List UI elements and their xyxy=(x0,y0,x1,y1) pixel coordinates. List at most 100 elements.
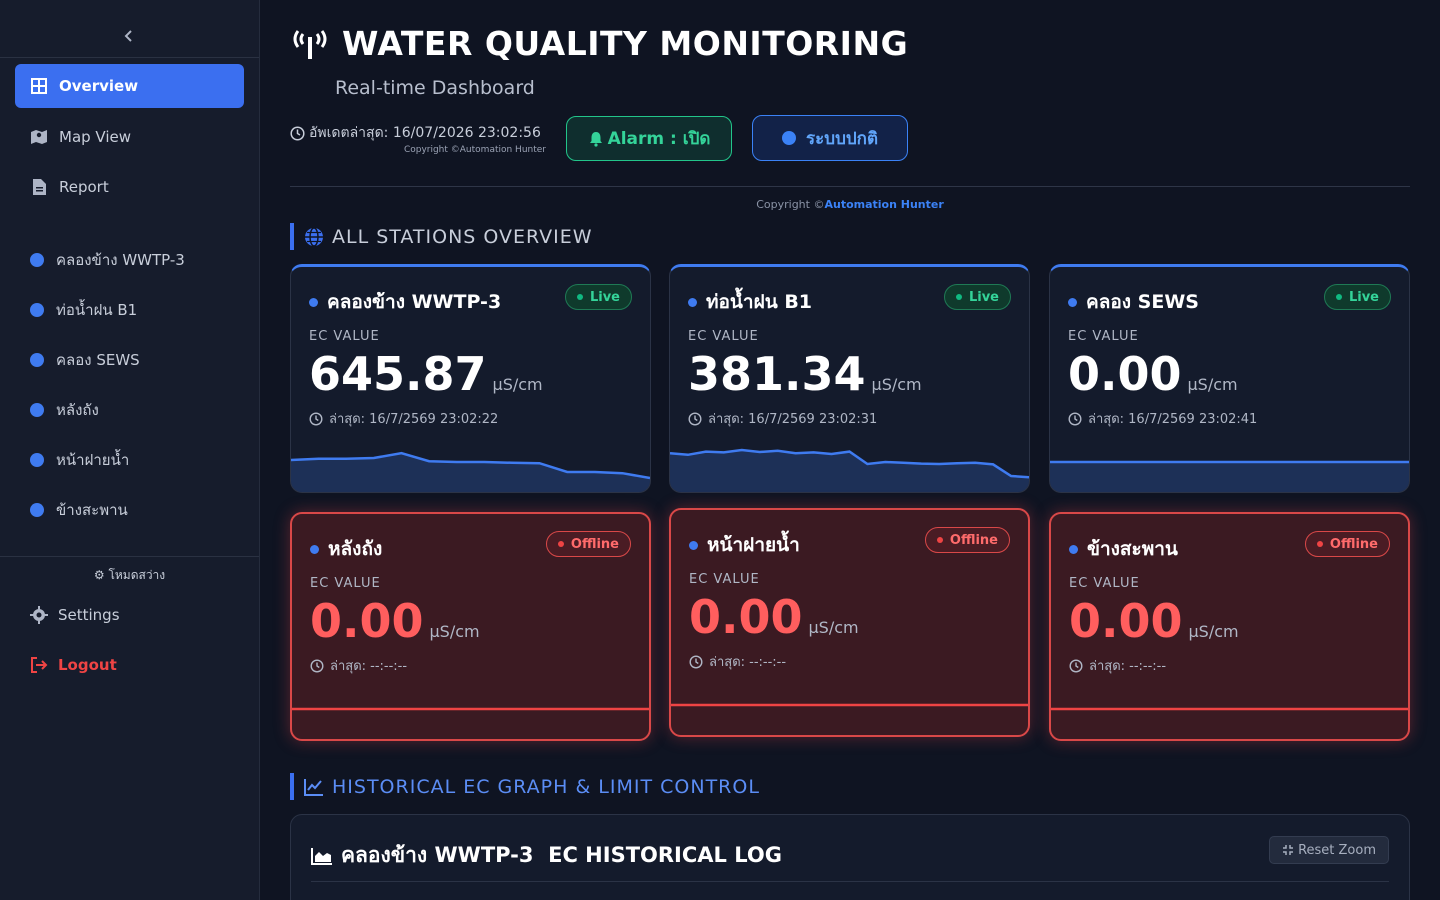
ec-value-row: 381.34 µS/cm xyxy=(688,347,922,401)
sparkline-chart xyxy=(671,703,1028,707)
status-dot xyxy=(30,253,44,267)
nav-label: Map View xyxy=(59,128,132,146)
sidebar-station-4[interactable]: หลังถัง xyxy=(30,398,99,422)
nav-map-view[interactable]: Map View xyxy=(15,115,244,159)
ec-value-row: 0.00 µS/cm xyxy=(1068,347,1238,401)
status-dot xyxy=(689,540,698,550)
clock-icon xyxy=(290,125,305,141)
sun-icon: ⚙ xyxy=(93,568,105,582)
sidebar-station-3[interactable]: คลอง SEWS xyxy=(30,348,140,372)
sparkline-line xyxy=(291,451,650,480)
sidebar-station-2[interactable]: ท่อน้ำฝน B1 xyxy=(30,298,137,322)
system-status-button[interactable]: ระบบปกติ xyxy=(752,115,908,161)
ec-unit: µS/cm xyxy=(871,375,922,394)
station-card[interactable]: หน้าฝายน้ำ Offline EC VALUE 0.00 µS/cm ล… xyxy=(669,508,1030,737)
logout-link[interactable]: Logout xyxy=(30,656,117,674)
logout-icon xyxy=(30,657,48,673)
station-label: คลอง SEWS xyxy=(56,351,140,369)
clock-icon xyxy=(688,411,702,426)
sidebar: Overview Map View Report คลองข้าง WWTP-3… xyxy=(0,0,260,900)
status-dot xyxy=(782,131,797,145)
station-label: คลองข้าง WWTP-3 xyxy=(56,251,185,269)
sparkline-line xyxy=(670,448,1029,479)
station-name: หน้าฝายน้ำ xyxy=(689,530,800,560)
last-reading-text: ล่าสุด: 16/7/2569 23:02:22 xyxy=(329,412,499,427)
history-panel: คลองข้าง WWTP-3 EC HISTORICAL LOG Reset … xyxy=(290,814,1410,900)
ec-value-row: 0.00 µS/cm xyxy=(310,594,480,648)
ec-label: EC VALUE xyxy=(1069,576,1140,591)
ec-value: 381.34 xyxy=(688,347,866,401)
badge-dot xyxy=(936,537,943,543)
sparkline-area xyxy=(1050,462,1409,492)
compress-icon xyxy=(1282,844,1294,856)
station-name: หลังถัง xyxy=(310,534,382,564)
ec-value: 645.87 xyxy=(309,347,487,401)
status-dot xyxy=(30,303,44,317)
station-name: คลอง SEWS xyxy=(1068,287,1199,317)
copyright-brand: Automation Hunter xyxy=(824,198,944,211)
section-title-text: ALL STATIONS OVERVIEW xyxy=(332,225,593,248)
map-icon xyxy=(29,127,49,147)
section-title-overview: ALL STATIONS OVERVIEW xyxy=(290,223,593,250)
nav-label: Overview xyxy=(59,77,139,95)
history-title: คลองข้าง WWTP-3 EC HISTORICAL LOG xyxy=(311,839,782,872)
status-dot xyxy=(688,297,697,307)
nav-report[interactable]: Report xyxy=(15,165,244,209)
station-card[interactable]: คลอง SEWS Live EC VALUE 0.00 µS/cm ล่าสุ… xyxy=(1049,264,1410,493)
theme-toggle-label: โหมดสว่าง xyxy=(108,568,166,582)
ec-value-row: 0.00 µS/cm xyxy=(689,590,859,644)
sidebar-divider xyxy=(0,556,259,557)
header-divider xyxy=(290,186,1410,187)
sidebar-station-5[interactable]: หน้าฝายน้ำ xyxy=(30,448,129,472)
ec-label: EC VALUE xyxy=(309,329,380,344)
reset-zoom-label: Reset Zoom xyxy=(1298,842,1376,858)
copyright-small: Copyright ©Automation Hunter xyxy=(403,145,546,155)
ec-label: EC VALUE xyxy=(688,329,759,344)
last-reading: ล่าสุด: --:--:-- xyxy=(689,651,786,672)
last-reading: ล่าสุด: --:--:-- xyxy=(310,655,407,676)
last-reading-text: ล่าสุด: --:--:-- xyxy=(1089,659,1167,674)
settings-link[interactable]: Settings xyxy=(30,606,120,624)
station-card[interactable]: คลองข้าง WWTP-3 Live EC VALUE 645.87 µS/… xyxy=(290,264,651,493)
ec-label: EC VALUE xyxy=(1068,329,1139,344)
station-card[interactable]: ท่อน้ำฝน B1 Live EC VALUE 381.34 µS/cm ล… xyxy=(669,264,1030,493)
station-card[interactable]: ข้างสะพาน Offline EC VALUE 0.00 µS/cm ล่… xyxy=(1049,512,1410,741)
badge-dot xyxy=(955,294,962,300)
theme-toggle[interactable]: ⚙ โหมดสว่าง xyxy=(0,566,259,585)
ec-label: EC VALUE xyxy=(310,576,381,591)
badge-dot xyxy=(576,294,583,300)
ec-unit: µS/cm xyxy=(492,375,543,394)
status-dot xyxy=(30,503,44,517)
alarm-toggle-button[interactable]: Alarm : เปิด xyxy=(566,116,732,161)
page-subtitle: Real-time Dashboard xyxy=(335,77,535,99)
chevron-left-icon[interactable] xyxy=(119,28,139,48)
status-badge: Offline xyxy=(924,527,1010,553)
reset-zoom-button[interactable]: Reset Zoom xyxy=(1269,836,1389,864)
line-chart-icon xyxy=(304,778,324,796)
sidebar-station-6[interactable]: ข้างสะพาน xyxy=(30,498,128,522)
status-dot xyxy=(30,453,44,467)
last-reading-text: ล่าสุด: --:--:-- xyxy=(709,655,787,670)
system-status-label: ระบบปกติ xyxy=(806,128,878,149)
station-label: หน้าฝายน้ำ xyxy=(56,451,130,469)
last-reading: ล่าสุด: 16/7/2569 23:02:31 xyxy=(688,408,877,429)
area-chart-icon xyxy=(311,847,333,865)
station-name: ข้างสะพาน xyxy=(1069,534,1178,564)
last-update-text: อัพเดตล่าสุด: 16/07/2026 23:02:56 xyxy=(309,125,541,141)
ec-value: 0.00 xyxy=(1069,594,1183,648)
nav-overview[interactable]: Overview xyxy=(15,64,244,108)
history-divider xyxy=(311,881,1389,882)
station-card[interactable]: หลังถัง Offline EC VALUE 0.00 µS/cm ล่าส… xyxy=(290,512,651,741)
ec-value-row: 0.00 µS/cm xyxy=(1069,594,1239,648)
badge-dot xyxy=(1316,541,1323,547)
gear-icon xyxy=(30,606,48,624)
ec-unit: µS/cm xyxy=(1188,622,1239,641)
ec-value-row: 645.87 µS/cm xyxy=(309,347,543,401)
station-name: ท่อน้ำฝน B1 xyxy=(688,287,812,317)
ec-unit: µS/cm xyxy=(1187,375,1238,394)
status-badge: Live xyxy=(564,284,632,310)
ec-value: 0.00 xyxy=(689,590,803,644)
sidebar-station-1[interactable]: คลองข้าง WWTP-3 xyxy=(30,248,185,272)
ec-unit: µS/cm xyxy=(429,622,480,641)
status-badge-text: Live xyxy=(1348,289,1379,305)
